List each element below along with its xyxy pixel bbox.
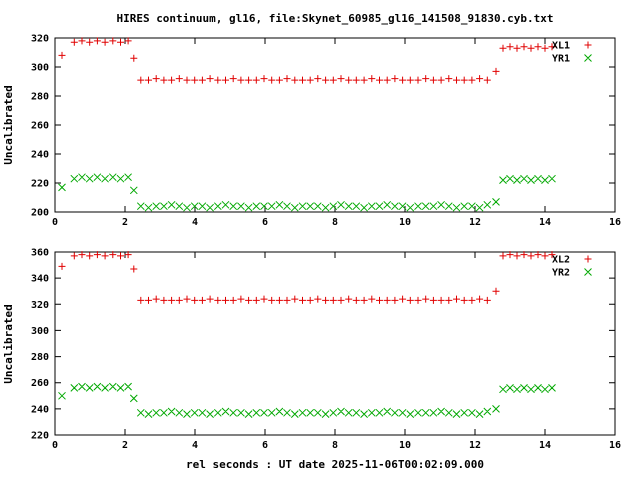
x-tick-label: 14 — [539, 217, 551, 228]
y-tick-label: 300 — [31, 63, 49, 74]
legend-label-XL1: XL1 — [552, 41, 570, 52]
y-tick-label: 320 — [31, 300, 49, 311]
x-tick-label: 6 — [262, 440, 268, 451]
series-YR2 — [58, 268, 592, 418]
legend-label-XL2: XL2 — [552, 255, 570, 266]
x-tick-label: 4 — [192, 217, 198, 228]
y-tick-label: 320 — [31, 34, 49, 45]
x-tick-label: 16 — [609, 217, 621, 228]
x-tick-label: 6 — [262, 217, 268, 228]
x-tick-label: 2 — [122, 217, 128, 228]
x-tick-label: 2 — [122, 440, 128, 451]
y-axis-label-bottom: Uncalibrated — [2, 304, 15, 383]
series-YR1 — [58, 54, 592, 212]
y-tick-label: 260 — [31, 378, 49, 389]
y-tick-label: 220 — [31, 431, 49, 442]
plot-border — [54, 251, 616, 436]
x-tick-label: 10 — [399, 217, 411, 228]
plot-border — [54, 37, 616, 213]
chart-title: HIRES continuum, gl16, file:Skynet_60985… — [116, 12, 553, 25]
x-axis-label: rel seconds : UT date 2025-11-06T00:02:0… — [186, 458, 484, 471]
y-tick-label: 280 — [31, 352, 49, 363]
x-tick-label: 12 — [469, 217, 481, 228]
tick-marks — [54, 251, 616, 436]
x-tick-label: 12 — [469, 440, 481, 451]
y-tick-label: 280 — [31, 92, 49, 103]
y-tick-label: 360 — [31, 248, 49, 259]
y-tick-label: 260 — [31, 121, 49, 132]
tick-marks — [54, 37, 616, 213]
x-tick-label: 0 — [52, 440, 58, 451]
x-tick-label: 16 — [609, 440, 621, 451]
subplot-2: 220 240 260 280 300 320 340 360 0 2 4 6 8 10 12 14 16 XL2… — [31, 248, 621, 452]
y-tick-label: 340 — [31, 274, 49, 285]
y-tick-label: 300 — [31, 326, 49, 337]
x-tick-label: 14 — [539, 440, 551, 451]
y-axis-label-top: Uncalibrated — [2, 85, 15, 164]
y-tick-label: 200 — [31, 208, 49, 219]
x-tick-label: 4 — [192, 440, 198, 451]
x-tick-label: 8 — [332, 217, 338, 228]
y-tick-label: 220 — [31, 179, 49, 190]
series-XL1 — [58, 37, 592, 84]
x-tick-label: 0 — [52, 217, 58, 228]
y-tick-label: 240 — [31, 150, 49, 161]
x-tick-label: 8 — [332, 440, 338, 451]
legend-label-YR1: YR1 — [552, 54, 570, 65]
legend-label-YR2: YR2 — [552, 268, 570, 279]
series-XL2 — [58, 251, 592, 304]
x-tick-label: 10 — [399, 440, 411, 451]
y-tick-label: 240 — [31, 404, 49, 415]
subplot-1: 200 220 240 260 280 300 320 0 2 4 6 8 10 12 14 16 XL1 YR1 — [31, 34, 621, 229]
